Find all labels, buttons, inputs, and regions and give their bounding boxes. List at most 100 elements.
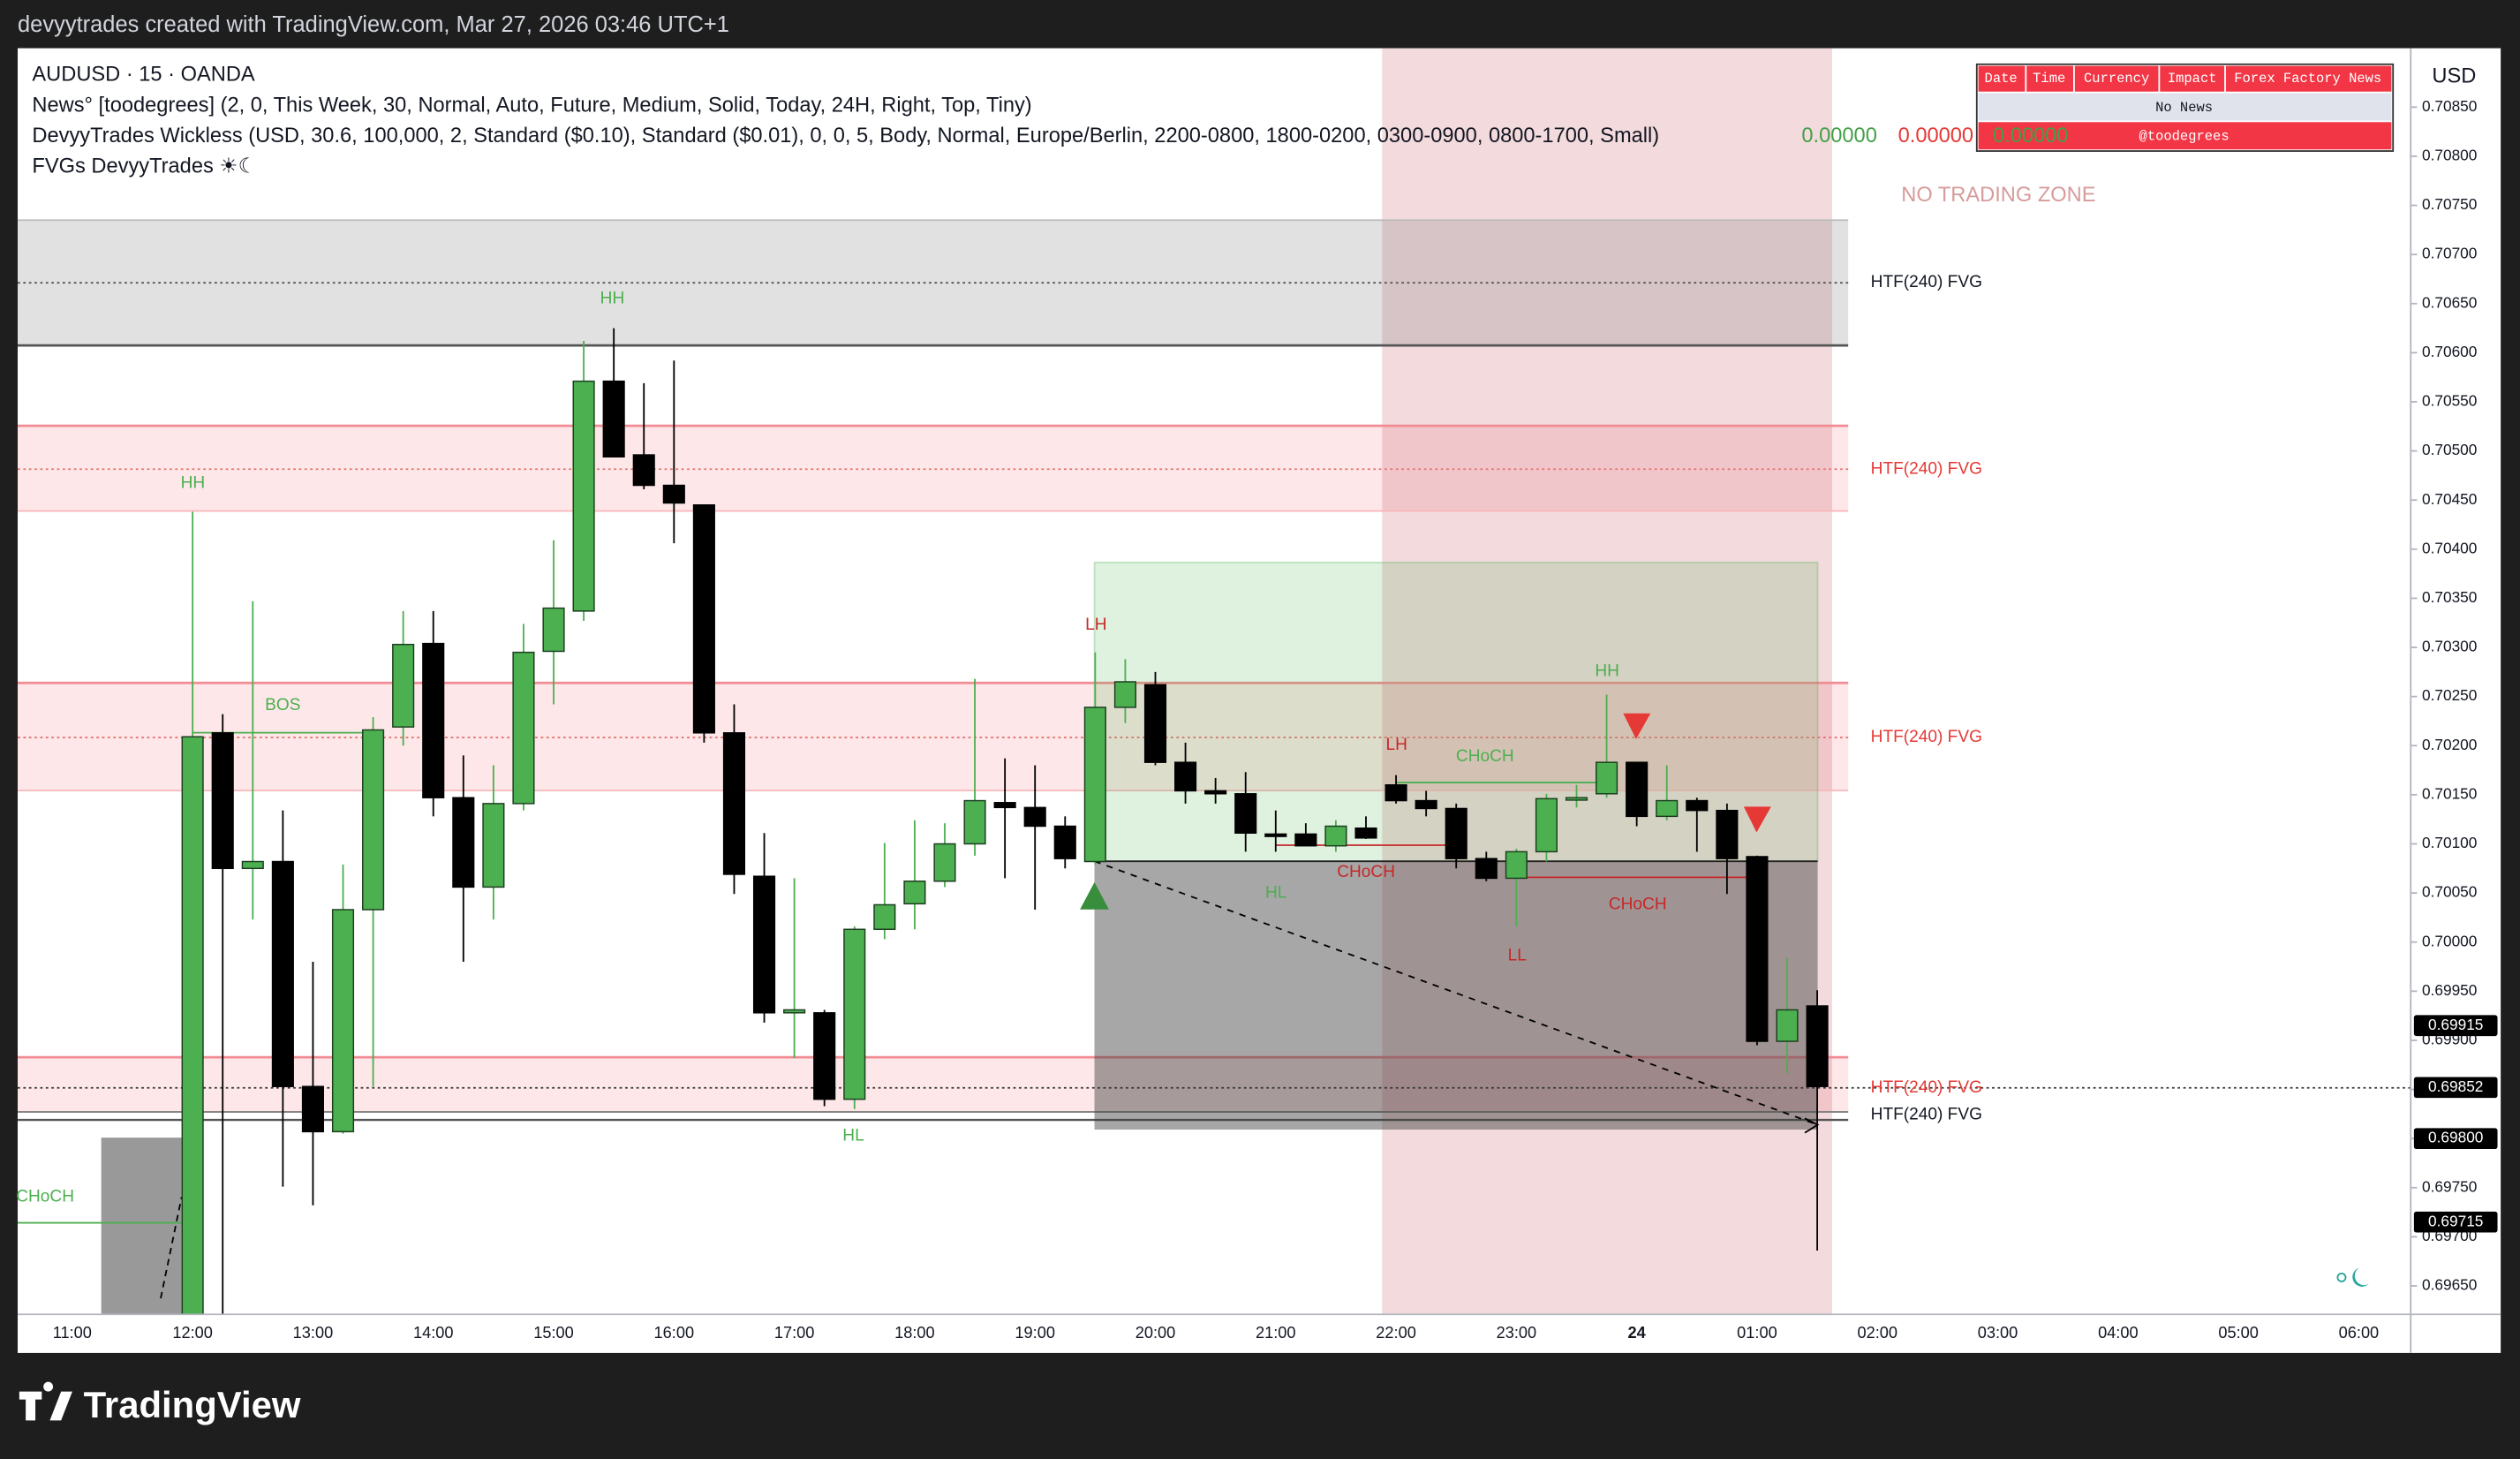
y-tick-label: 0.70650: [2422, 293, 2477, 311]
y-tick-label: 0.70100: [2422, 834, 2477, 851]
x-tick-label: 24: [1628, 1324, 1647, 1342]
y-tick-label: 0.70600: [2422, 343, 2477, 360]
table-cell: [2026, 65, 2073, 92]
y-tick-label: 0.70250: [2422, 686, 2477, 704]
candle-body: [1565, 797, 1588, 801]
x-tick-label: 02:00: [1857, 1324, 1898, 1342]
structure-label: HL: [1265, 884, 1286, 903]
table-cell: [2160, 65, 2225, 92]
structure-label: HH: [600, 289, 625, 307]
x-tick-label: 16:00: [654, 1324, 695, 1342]
candle-body: [1234, 793, 1257, 834]
candle-body: [362, 729, 385, 911]
sell-marker: [1623, 713, 1651, 739]
structure-label: HL: [842, 1126, 864, 1145]
candle-body: [1384, 784, 1407, 802]
x-tick-label: 13:00: [293, 1324, 334, 1342]
fvg-label: HTF(240) FVG: [1871, 728, 1982, 746]
candle-body: [963, 799, 986, 845]
y-tick-label: 0.70350: [2422, 588, 2477, 606]
table-cell: [1978, 93, 2392, 121]
candle-body: [1596, 761, 1618, 795]
candle-body: [542, 607, 565, 653]
legend-indicator: News° [toodegrees] (2, 0, This Week, 30,…: [32, 94, 1031, 117]
candle-body: [662, 484, 685, 504]
candle-body: [873, 903, 896, 930]
structure-label: HH: [1595, 662, 1619, 681]
sell-marker: [1743, 806, 1771, 833]
candle-body: [1053, 825, 1076, 859]
candle-body: [452, 797, 475, 888]
candle-body: [512, 651, 535, 805]
table-header: Date: [1985, 71, 2018, 87]
candle-body: [993, 802, 1016, 809]
candle-body: [692, 504, 715, 734]
zone-label: NO TRADING ZONE: [1901, 184, 2095, 207]
no-trading-zone: [1382, 48, 1832, 1315]
table-message: No News: [2155, 100, 2213, 116]
candle-body: [211, 732, 234, 870]
logo-mark: [19, 1381, 72, 1421]
candle-body: [903, 881, 926, 905]
price-tag-label: 0.69915: [2428, 1016, 2483, 1033]
structure-label: CHoCH: [1337, 863, 1395, 881]
x-tick-label: 12:00: [172, 1324, 213, 1342]
markers: [1080, 713, 1771, 910]
price-tag: [2413, 1211, 2498, 1233]
y-tick-label: 0.70050: [2422, 883, 2477, 901]
fvg-label: HTF(240) FVG: [1871, 1106, 1982, 1124]
x-tick-label: 19:00: [1015, 1324, 1055, 1342]
price-tag-label: 0.69715: [2428, 1212, 2483, 1229]
x-tick-label: 03:00: [1978, 1324, 2018, 1342]
price-tag: [2413, 1077, 2498, 1099]
table-header: Currency: [2084, 71, 2149, 87]
candle-body: [301, 1085, 324, 1133]
structure-label: LL: [1508, 947, 1527, 965]
y-tick-label: 0.70850: [2422, 97, 2477, 115]
table-cell: [2225, 65, 2392, 92]
candle-body: [392, 643, 415, 728]
table-cell: [2074, 65, 2159, 92]
y-tick-label: 0.69750: [2422, 1177, 2477, 1195]
zones: [18, 48, 2411, 1315]
candle-body: [1776, 1009, 1799, 1042]
candle-body: [1354, 827, 1377, 839]
y-tick-label: 0.70300: [2422, 638, 2477, 655]
candle-body: [933, 843, 956, 882]
theme-icon: [2336, 1267, 2369, 1287]
price-tag: [2413, 1015, 2498, 1037]
candle-body: [572, 380, 595, 612]
y-tick-label: 0.70750: [2422, 195, 2477, 213]
buy-marker: [1080, 881, 1109, 910]
candle-body: [602, 380, 625, 457]
candle-body: [1415, 799, 1437, 810]
table-header: Time: [2033, 71, 2065, 87]
stop-box: [1094, 861, 1818, 1130]
table-credit: @toodegrees: [2139, 129, 2230, 145]
x-tick-label: 17:00: [774, 1324, 815, 1342]
indicator-value: 0.00000: [1801, 125, 1876, 147]
candle-body: [1746, 856, 1769, 1042]
table-cell: [1978, 65, 2026, 92]
sun-icon: [2336, 1272, 2347, 1282]
x-tick-label: 11:00: [53, 1324, 92, 1342]
structure-label: CHoCH: [1609, 895, 1667, 913]
structure-label: HH: [181, 474, 206, 493]
candle-body: [1113, 681, 1136, 708]
footer-brand: TradingView: [84, 1384, 301, 1425]
y-tick-label: 0.70800: [2422, 146, 2477, 163]
x-tick-label: 21:00: [1256, 1324, 1296, 1342]
structure-label: LH: [1085, 616, 1106, 634]
moon-icon: [2352, 1267, 2369, 1287]
indicator-value: 0.00000: [1898, 125, 1973, 147]
x-tick-label: 04:00: [2098, 1324, 2139, 1342]
candle-body: [482, 803, 505, 888]
price-tag: [2413, 1128, 2498, 1149]
y-tick-label: 0.69950: [2422, 981, 2477, 999]
candle-body: [632, 454, 655, 487]
x-tick-label: 23:00: [1497, 1324, 1537, 1342]
x-tick-label: 05:00: [2218, 1324, 2259, 1342]
fvg-label: HTF(240) FVG: [1871, 1078, 1982, 1097]
candle-body: [752, 875, 776, 1014]
fvg-zone: [18, 220, 1849, 346]
